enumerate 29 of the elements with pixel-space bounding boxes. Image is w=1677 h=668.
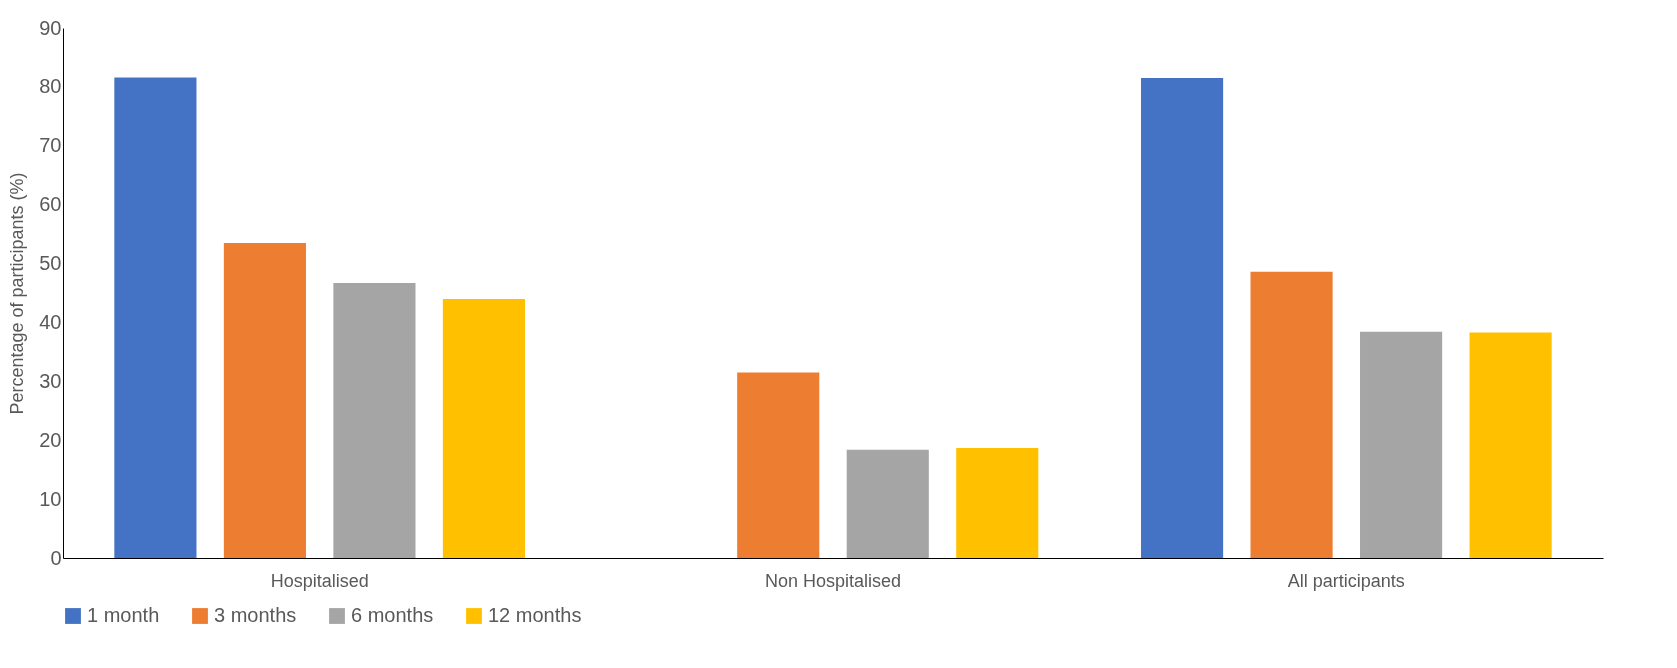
bar bbox=[1360, 331, 1443, 558]
bar bbox=[333, 282, 416, 558]
bar bbox=[737, 372, 820, 558]
bar bbox=[1250, 271, 1333, 558]
legend-label: 3 months bbox=[214, 604, 297, 626]
y-tick-label: 60 bbox=[39, 193, 62, 216]
y-tick-label: 30 bbox=[39, 369, 62, 392]
x-tick-label: Hospitalised bbox=[270, 570, 369, 591]
y-tick-label: 10 bbox=[39, 487, 62, 510]
legend-label: 6 months bbox=[351, 604, 434, 626]
bar bbox=[223, 242, 306, 558]
bar bbox=[846, 449, 929, 558]
y-tick-label: 0 bbox=[50, 546, 62, 569]
bar bbox=[114, 77, 197, 558]
y-tick-label: 90 bbox=[39, 16, 62, 39]
x-tick-label: All participants bbox=[1287, 570, 1405, 591]
bar bbox=[956, 447, 1039, 558]
bar bbox=[1141, 78, 1224, 558]
y-tick-label: 80 bbox=[39, 75, 62, 98]
y-axis-title: Percentage of participants (%) bbox=[7, 172, 28, 415]
x-tick-label: Non Hospitalised bbox=[764, 570, 902, 591]
bar bbox=[442, 298, 525, 558]
y-tick-label: 70 bbox=[39, 134, 62, 157]
legend-label: 12 months bbox=[488, 604, 582, 626]
legend-label: 1 month bbox=[87, 604, 160, 626]
y-tick-label: 20 bbox=[39, 428, 62, 451]
y-tick-label: 50 bbox=[39, 252, 62, 275]
y-tick-label: 40 bbox=[39, 310, 62, 333]
bar bbox=[1469, 332, 1552, 558]
